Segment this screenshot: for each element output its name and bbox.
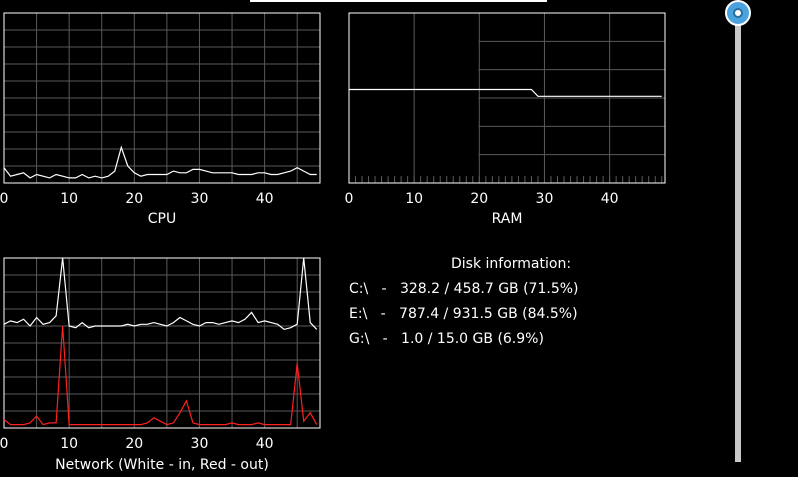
network-chart: 0 10 20 30 40: [0, 255, 330, 455]
scroll-slider-track[interactable]: [735, 14, 741, 462]
cpu-chart-x-tick-label: 20: [125, 191, 143, 207]
network-chart-in-line: [3, 257, 318, 331]
ram-chart-plot-border: [348, 12, 666, 184]
disk-info-drive-c: C:\ - 328.2 / 458.7 GB (71.5%): [349, 281, 579, 297]
ram-chart-x-tick-label: 40: [601, 191, 619, 207]
slider-thumb-dot-icon: [733, 8, 743, 18]
network-chart-x-tick-label: 10: [60, 436, 78, 452]
disk-info-drive-e: E:\ - 787.4 / 931.5 GB (84.5%): [349, 306, 578, 322]
network-chart-grid: [4, 258, 320, 428]
scroll-slider-thumb[interactable]: [725, 0, 751, 26]
cpu-chart-x-tick-label: 0: [0, 191, 8, 207]
ram-chart-x-tick-label: 20: [470, 191, 488, 207]
network-chart-x-tick-label: 0: [0, 436, 8, 452]
ram-chart-x-tick-label: 30: [536, 191, 554, 207]
cpu-chart-usage-line: [3, 145, 317, 179]
disk-info-drive-g: G:\ - 1.0 / 15.0 GB (6.9%): [349, 331, 544, 347]
cpu-chart-x-tick-label: 40: [256, 191, 274, 207]
ram-chart: 0 10 20 30 40: [345, 10, 675, 210]
ram-chart-grid: [355, 13, 665, 183]
ram-chart-x-tick-label: 10: [405, 191, 423, 207]
disk-info-title: Disk information:: [451, 256, 572, 272]
network-chart-plot-border: [3, 257, 321, 429]
cpu-chart-plot-border: [3, 12, 321, 184]
cpu-chart-svg: 0 10 20 30 40: [0, 12, 321, 207]
ram-chart-x-tick-label: 0: [345, 191, 354, 207]
cpu-chart: 0 10 20 30 40: [0, 10, 330, 210]
network-chart-out-line: [3, 325, 318, 426]
cpu-chart-x-tick-label: 30: [191, 191, 209, 207]
cpu-chart-caption: CPU: [147, 211, 177, 227]
network-chart-x-tick-label: 20: [125, 436, 143, 452]
network-chart-x-tick-label: 30: [191, 436, 209, 452]
cpu-chart-x-tick-label: 10: [60, 191, 78, 207]
ram-chart-svg: 0 10 20 30 40: [345, 12, 666, 207]
ram-chart-usage-line: [349, 88, 662, 97]
network-chart-svg: 0 10 20 30 40: [0, 257, 321, 452]
network-chart-caption: Network (White - in, Red - out): [55, 457, 269, 473]
cpu-chart-grid: [4, 13, 320, 183]
ram-chart-caption: RAM: [491, 211, 523, 227]
top-bar-divider: [250, 0, 547, 2]
network-chart-x-tick-label: 40: [256, 436, 274, 452]
